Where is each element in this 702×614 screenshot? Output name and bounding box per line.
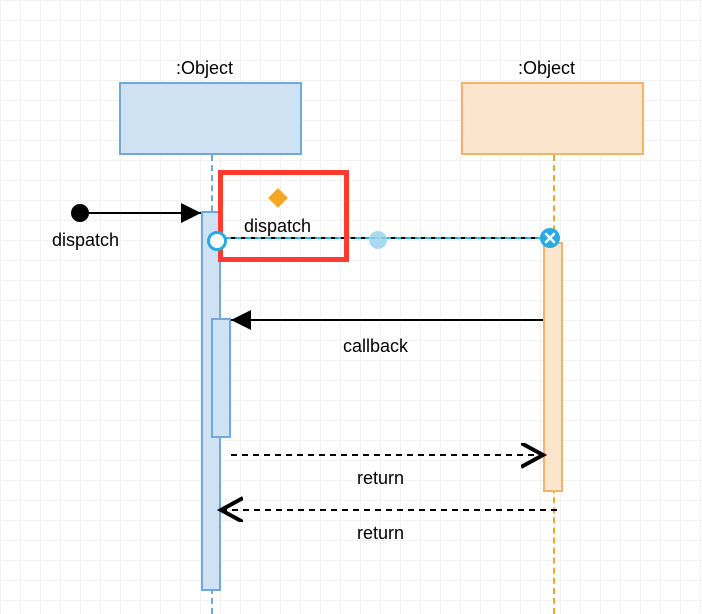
- participant-left-label: :Object: [176, 58, 233, 79]
- participant-left-header[interactable]: [119, 82, 302, 155]
- message-return1-label: return: [357, 468, 404, 489]
- activation-right-main[interactable]: [543, 242, 563, 492]
- message-dispatch-label[interactable]: dispatch: [244, 216, 311, 237]
- diagram-canvas[interactable]: :Object :Object: [0, 0, 702, 614]
- participant-right-label: :Object: [518, 58, 575, 79]
- participant-right-header[interactable]: [461, 82, 644, 155]
- message-callback-label: callback: [343, 336, 408, 357]
- found-message-label: dispatch: [52, 230, 119, 251]
- endpoint-handle-waypoint[interactable]: [369, 231, 387, 249]
- message-return2-label: return: [357, 523, 404, 544]
- endpoint-handle-target[interactable]: [540, 228, 560, 248]
- activation-left-inner[interactable]: [211, 318, 231, 438]
- endpoint-handle-source[interactable]: [207, 231, 227, 251]
